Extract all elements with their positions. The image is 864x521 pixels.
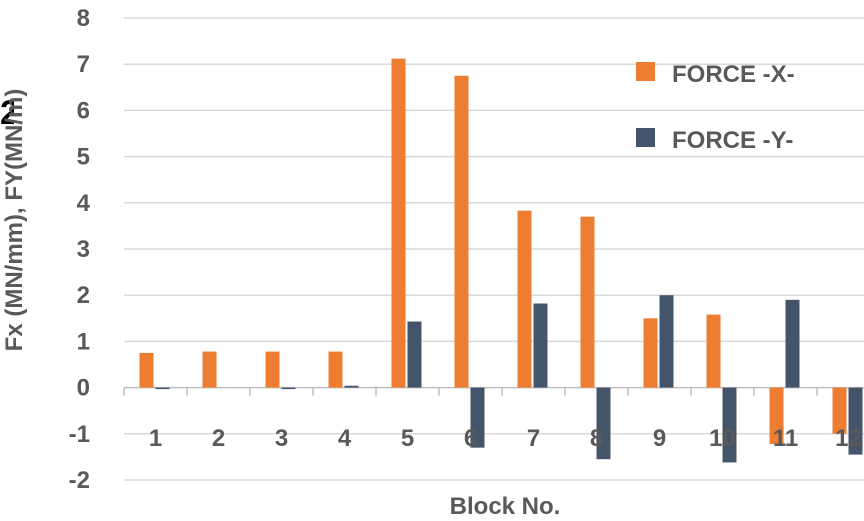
y-tick-label: 8 [77, 5, 90, 32]
bar-force-x-block-12 [832, 387, 847, 434]
legend-swatch-force-x [636, 62, 655, 81]
cropped-stray-text: 2 [0, 96, 14, 130]
y-tick-label: 6 [77, 97, 90, 124]
y-tick-label: 4 [77, 190, 91, 217]
bar-force-x-block-5 [391, 58, 406, 388]
x-tick-label: 11 [773, 425, 798, 452]
legend-label-force-x: FORCE -X- [672, 61, 795, 88]
bar-force-y-block-1 [155, 387, 170, 390]
bars [139, 58, 863, 463]
y-tick-label: 5 [77, 144, 90, 171]
x-tick-label: 7 [527, 425, 540, 452]
x-tick-label: 3 [275, 425, 288, 452]
y-axis-title: Fx (MN/mm), FY(MN/m) [1, 89, 28, 352]
bar-force-x-block-1 [139, 352, 154, 388]
bar-force-x-block-8 [580, 216, 595, 388]
bar-force-y-block-11 [785, 299, 800, 388]
bar-force-x-block-10 [706, 314, 721, 388]
y-tick-label: -2 [69, 467, 90, 494]
y-tick-labels: -2 -1 0 1 2 3 4 5 6 7 8 [69, 5, 91, 494]
bar-force-y-block-8 [596, 387, 611, 460]
y-tick-label: 0 [77, 375, 90, 402]
x-tick-labels: 1 2 3 4 5 6 7 8 9 10 11 12 [149, 425, 862, 452]
bar-force-x-block-4 [328, 351, 343, 388]
x-tick-label: 12 [835, 425, 862, 452]
bar-force-x-block-11 [769, 387, 784, 444]
x-tick-label: 6 [464, 425, 477, 452]
x-tick-label: 2 [212, 425, 225, 452]
x-axis-title: Block No. [450, 493, 561, 520]
bar-force-y-block-6 [470, 387, 485, 448]
bar-force-x-block-7 [517, 210, 532, 388]
x-tick-label: 1 [149, 425, 162, 452]
bar-force-y-block-4 [344, 385, 359, 388]
bar-force-y-block-12 [848, 387, 863, 455]
bar-force-x-block-9 [643, 318, 658, 388]
y-tick-label: 3 [77, 236, 90, 263]
bar-force-y-block-9 [659, 295, 674, 388]
x-tick-label: 10 [709, 425, 736, 452]
bar-force-y-block-10 [722, 387, 737, 463]
legend-swatch-force-y [636, 128, 655, 147]
x-tick-label: 9 [653, 425, 666, 452]
y-tick-label: 1 [77, 328, 90, 355]
bar-force-y-block-5 [407, 321, 422, 388]
legend: FORCE -X- FORCE -Y- [636, 61, 795, 154]
bar-force-y-block-7 [533, 303, 548, 388]
x-tick-label: 5 [401, 425, 414, 452]
legend-label-force-y: FORCE -Y- [672, 127, 793, 154]
x-tick-label: 8 [590, 425, 603, 452]
bar-force-x-block-3 [265, 351, 280, 388]
y-tick-label: 7 [77, 51, 90, 78]
bar-force-x-block-2 [202, 351, 217, 388]
x-tick-label: 4 [338, 425, 352, 452]
bar-force-x-block-6 [454, 75, 469, 388]
y-tick-label: -1 [69, 421, 90, 448]
gridlines [123, 17, 864, 481]
y-tick-label: 2 [77, 282, 90, 309]
bar-force-y-block-3 [281, 387, 296, 390]
